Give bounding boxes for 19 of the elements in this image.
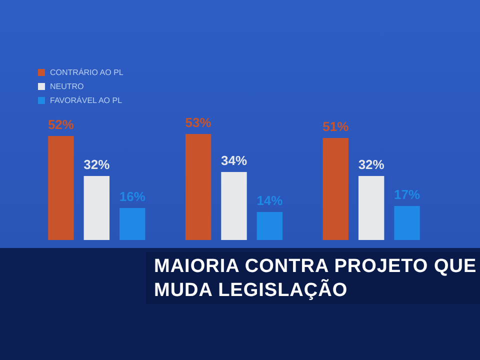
text: MAIORIA CONTRA PROJETO QUE MUDA LEGISLAÇÃO (146, 252, 480, 304)
bar (185, 134, 212, 240)
data-label: 52% (48, 117, 74, 132)
data-label: 51% (322, 119, 350, 134)
bar (358, 176, 384, 240)
bar (256, 212, 283, 240)
data-label: 53% (185, 115, 212, 130)
bar (221, 172, 247, 240)
data-label: 32% (84, 157, 110, 172)
legend-label: NEUTRO (49, 81, 85, 93)
data-label: 34% (220, 153, 248, 168)
bar (48, 136, 74, 240)
legend-label: CONTRÁRIO AO PL (49, 67, 124, 79)
bar (394, 206, 420, 240)
data-label: 32% (358, 157, 385, 172)
legend-label: FAVORÁVEL AO PL (49, 95, 124, 107)
bar (84, 176, 110, 240)
bar (120, 208, 146, 240)
bar (322, 138, 348, 240)
